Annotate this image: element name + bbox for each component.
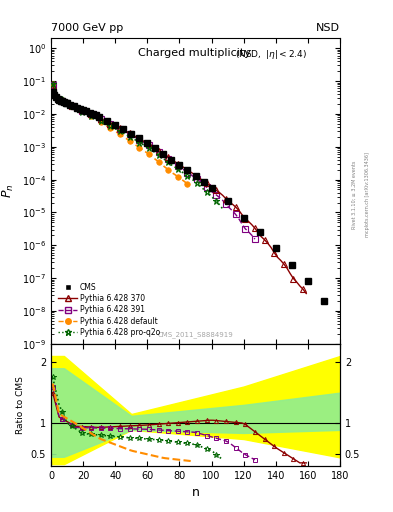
Legend: CMS, Pythia 6.428 370, Pythia 6.428 391, Pythia 6.428 default, Pythia 6.428 pro-: CMS, Pythia 6.428 370, Pythia 6.428 391,…: [55, 280, 163, 340]
CMS: [129, 131, 134, 137]
CMS: [84, 108, 89, 114]
CMS: [65, 100, 70, 106]
CMS: [153, 145, 158, 152]
Text: Rivet 3.1.10; ≥ 3.2M events: Rivet 3.1.10; ≥ 3.2M events: [352, 160, 357, 229]
CMS: [71, 103, 76, 110]
CMS: [94, 112, 98, 118]
CMS: [137, 135, 142, 141]
Text: $(\mathrm{NSD},\ |\eta| < 2.4)$: $(\mathrm{NSD},\ |\eta| < 2.4)$: [235, 48, 307, 60]
CMS: [177, 162, 182, 168]
CMS: [60, 98, 65, 104]
CMS: [52, 92, 57, 98]
Y-axis label: Ratio to CMS: Ratio to CMS: [16, 376, 25, 434]
Line: CMS: CMS: [50, 89, 327, 304]
CMS: [97, 114, 102, 120]
CMS: [321, 298, 326, 304]
X-axis label: n: n: [191, 486, 200, 499]
CMS: [257, 229, 262, 236]
CMS: [90, 111, 95, 117]
CMS: [55, 96, 60, 102]
CMS: [53, 94, 58, 100]
Text: NSD: NSD: [316, 23, 340, 33]
CMS: [225, 198, 230, 204]
CMS: [74, 105, 79, 111]
Text: CMS_2011_S8884919: CMS_2011_S8884919: [158, 331, 233, 338]
CMS: [62, 99, 66, 105]
CMS: [113, 122, 118, 129]
CMS: [274, 245, 278, 251]
CMS: [185, 167, 190, 174]
CMS: [87, 110, 92, 116]
CMS: [193, 173, 198, 179]
CMS: [145, 140, 150, 146]
CMS: [305, 278, 310, 284]
Text: mcplots.cern.ch [arXiv:1306.3436]: mcplots.cern.ch [arXiv:1306.3436]: [365, 152, 370, 237]
CMS: [209, 185, 214, 191]
CMS: [289, 262, 294, 268]
CMS: [105, 118, 110, 124]
CMS: [121, 126, 126, 133]
CMS: [201, 179, 206, 185]
Text: Charged multiplicity: Charged multiplicity: [138, 48, 251, 57]
Y-axis label: $P_n$: $P_n$: [1, 184, 17, 198]
CMS: [241, 215, 246, 221]
CMS: [57, 97, 61, 103]
Text: 7000 GeV pp: 7000 GeV pp: [51, 23, 123, 33]
CMS: [59, 98, 63, 104]
CMS: [78, 106, 83, 112]
CMS: [81, 107, 86, 113]
CMS: [169, 157, 174, 163]
CMS: [50, 89, 55, 95]
CMS: [161, 151, 166, 157]
CMS: [63, 100, 68, 106]
CMS: [68, 102, 73, 108]
